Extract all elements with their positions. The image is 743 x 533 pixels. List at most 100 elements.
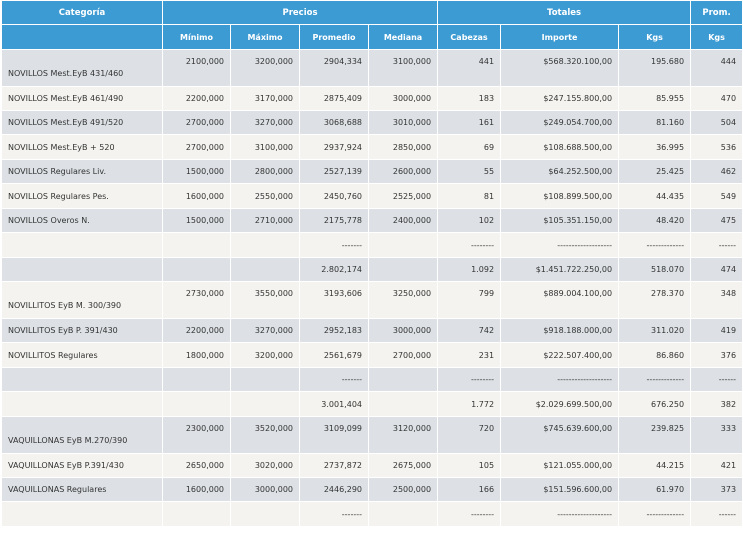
cell-promedio: 3193,606 [299, 281, 369, 319]
cell-prom: 470 [690, 86, 743, 111]
header-kgs-prom: Kgs [690, 24, 743, 50]
cell-kgs: 61.970 [618, 477, 692, 502]
cell-prom: 376 [690, 342, 743, 368]
cell-maximo: 3270,000 [230, 318, 300, 343]
cell-kgs: 278.370 [618, 281, 692, 319]
header-kgs: Kgs [618, 24, 692, 50]
cell-kgs: ------------- [618, 367, 692, 392]
cell-kgs: 44.435 [618, 183, 692, 209]
cell-prom: 419 [690, 318, 743, 343]
table-row: NOVILLITOS EyB M. 300/390 2730,000 3550,00… [1, 281, 743, 319]
cell-kgs: 195.680 [618, 49, 692, 87]
cell-kgs: 676.250 [618, 391, 692, 417]
cell-minimo: 1600,000 [162, 477, 231, 502]
table-row: NOVILLOS Mest.EyB + 520 2700,000 3100,000 2… [1, 134, 743, 160]
cell-promedio: 3.001,404 [299, 391, 369, 417]
cell-maximo: 3170,000 [230, 86, 300, 111]
cell-kgs: 48.420 [618, 208, 692, 233]
cell-categoria: NOVILLOS Regulares Liv. [1, 159, 163, 184]
table-row: NOVILLOS Overos N. 1500,000 2710,000 2175,7… [1, 208, 743, 233]
cell-importe: $1.451.722.250,00 [500, 257, 620, 282]
cell-mediana: 2400,000 [367, 208, 439, 233]
cell-maximo: 2800,000 [230, 159, 300, 184]
cell-mediana [367, 257, 439, 282]
cell-promedio: 2561,679 [299, 342, 369, 368]
cell-cabezas: 742 [437, 318, 502, 343]
cell-cabezas: 161 [437, 110, 502, 135]
table-row: VAQUILLONAS EyB P.391/430 2650,000 3020,00… [1, 453, 743, 478]
cell-minimo [162, 391, 231, 417]
cell-promedio: 2446,290 [299, 477, 369, 502]
cell-importe: $64.252.500,00 [500, 159, 620, 184]
table-row: NOVILLOS Mest.EyB 431/460 2100,000 3200,00… [1, 49, 743, 87]
cell-maximo: 3100,000 [230, 134, 300, 160]
cell-promedio: ------- [299, 367, 369, 392]
cell-prom: 382 [690, 391, 743, 417]
cell-mediana: 2850,000 [367, 134, 439, 160]
cell-kgs: ------------- [618, 232, 692, 258]
cell-importe: $247.155.800,00 [500, 86, 620, 111]
cell-importe: $222.507.400,00 [500, 342, 620, 368]
cell-kgs: 518.070 [618, 257, 692, 282]
cell-cabezas: -------- [437, 232, 502, 258]
cell-cabezas: 1.092 [437, 257, 502, 282]
table-row: NOVILLOS Regulares Pes. 1600,000 2550,000 2… [1, 183, 743, 209]
cell-kgs: ------------- [618, 501, 692, 527]
cell-cabezas: 720 [437, 416, 502, 454]
table-row: ------- -------- ------------------- ------… [1, 367, 743, 392]
cell-maximo [230, 232, 300, 258]
cell-categoria: NOVILLOS Mest.EyB 431/460 [1, 49, 163, 87]
cell-promedio: 2450,760 [299, 183, 369, 209]
cell-minimo: 2700,000 [162, 110, 231, 135]
cell-categoria: NOVILLOS Regulares Pes. [1, 183, 163, 209]
table-row: NOVILLITOS EyB P. 391/430 2200,000 3270,00… [1, 318, 743, 343]
cell-kgs: 239.825 [618, 416, 692, 454]
cell-maximo: 3270,000 [230, 110, 300, 135]
cell-categoria: NOVILLITOS EyB P. 391/430 [1, 318, 163, 343]
header-totales: Totales [437, 0, 692, 25]
cell-importe: $151.596.600,00 [500, 477, 620, 502]
cell-importe: $889.004.100,00 [500, 281, 620, 319]
table-row: NOVILLOS Mest.EyB 491/520 2700,000 3270,00… [1, 110, 743, 135]
cell-promedio: 2737,872 [299, 453, 369, 478]
header-categoria: Categoría [1, 0, 163, 25]
cell-importe: $108.688.500,00 [500, 134, 620, 160]
cell-categoria [1, 501, 163, 527]
cell-maximo [230, 391, 300, 417]
cell-minimo: 1500,000 [162, 159, 231, 184]
cell-maximo: 3200,000 [230, 49, 300, 87]
cell-minimo: 1800,000 [162, 342, 231, 368]
cell-mediana: 3010,000 [367, 110, 439, 135]
cell-mediana: 2525,000 [367, 183, 439, 209]
table-body: NOVILLOS Mest.EyB 431/460 2100,000 3200,00… [1, 49, 743, 527]
cell-importe: ------------------- [500, 232, 620, 258]
cell-mediana [367, 232, 439, 258]
cell-prom: 462 [690, 159, 743, 184]
cell-kgs: 36.995 [618, 134, 692, 160]
cell-kgs: 81.160 [618, 110, 692, 135]
cell-promedio: 2175,778 [299, 208, 369, 233]
cell-prom: 504 [690, 110, 743, 135]
cell-minimo [162, 367, 231, 392]
cell-cabezas: 81 [437, 183, 502, 209]
cell-prom: 333 [690, 416, 743, 454]
cell-importe: $745.639.600,00 [500, 416, 620, 454]
cell-kgs: 44.215 [618, 453, 692, 478]
cell-maximo [230, 257, 300, 282]
cell-mediana: 3100,000 [367, 49, 439, 87]
cell-cabezas: -------- [437, 501, 502, 527]
cell-categoria: VAQUILLONAS Regulares [1, 477, 163, 502]
cell-categoria: NOVILLOS Mest.EyB 491/520 [1, 110, 163, 135]
cell-mediana: 3000,000 [367, 86, 439, 111]
cell-categoria: NOVILLITOS Regulares [1, 342, 163, 368]
table-row: 3.001,404 1.772 $2.029.699.500,00 676.250 38… [1, 391, 743, 417]
cell-importe: $105.351.150,00 [500, 208, 620, 233]
cell-minimo [162, 257, 231, 282]
cell-importe: ------------------- [500, 501, 620, 527]
cell-categoria: NOVILLOS Mest.EyB + 520 [1, 134, 163, 160]
cell-minimo: 2200,000 [162, 318, 231, 343]
cell-importe: $108.899.500,00 [500, 183, 620, 209]
cell-mediana: 3250,000 [367, 281, 439, 319]
cell-mediana: 2600,000 [367, 159, 439, 184]
